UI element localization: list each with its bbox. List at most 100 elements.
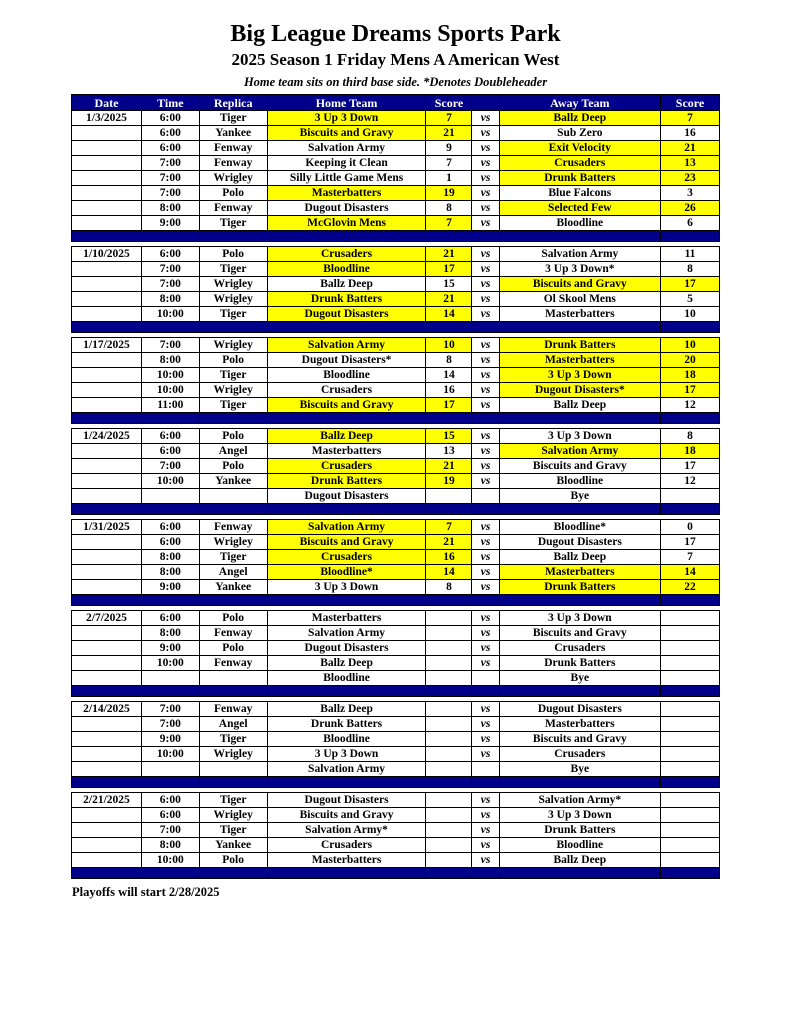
date-cell [71, 473, 142, 489]
time-cell [140, 488, 200, 504]
vs-cell: vs [471, 458, 500, 474]
away-score-cell: 10 [660, 337, 720, 353]
game-row: 8:00 Yankee Crusaders vs Bloodline [71, 837, 720, 853]
time-cell: 7:00 [140, 276, 200, 292]
header-cell [471, 94, 500, 111]
vs-cell [471, 761, 500, 777]
home-team-cell: Dugout Disasters* [266, 352, 427, 368]
time-cell: 6:00 [140, 140, 200, 156]
away-score-cell: 7 [660, 549, 720, 565]
home-team-cell: Crusaders [266, 458, 427, 474]
away-score-cell: 6 [660, 215, 720, 231]
vs-cell: vs [471, 716, 500, 732]
date-cell [71, 215, 142, 231]
week-separator [71, 412, 720, 424]
home-team-cell: Masterbatters [266, 443, 427, 459]
week-separator [71, 230, 720, 242]
away-team-cell: Drunk Batters [498, 337, 662, 353]
date-cell [71, 716, 142, 732]
home-score-cell: 1 [425, 170, 473, 186]
replica-cell: Fenway [198, 655, 268, 671]
home-team-cell: Masterbatters [266, 852, 427, 868]
separator-cell [71, 321, 142, 333]
away-score-cell: 17 [660, 382, 720, 398]
home-score-cell: 21 [425, 125, 473, 141]
home-score-cell: 21 [425, 458, 473, 474]
game-row: Salvation Army Bye [71, 761, 720, 777]
date-cell [71, 367, 142, 383]
home-team-cell: Salvation Army [266, 140, 427, 156]
separator-cell [140, 594, 200, 606]
away-score-cell: 12 [660, 397, 720, 413]
separator-cell [71, 867, 142, 879]
replica-cell: Yankee [198, 837, 268, 853]
time-cell: 8:00 [140, 837, 200, 853]
vs-cell: vs [471, 731, 500, 747]
separator-cell [471, 230, 500, 242]
replica-cell: Wrigley [198, 382, 268, 398]
away-score-cell: 12 [660, 473, 720, 489]
vs-cell: vs [471, 792, 500, 808]
away-score-cell [660, 625, 720, 641]
away-score-cell [660, 670, 720, 686]
home-team-cell: Crusaders [266, 246, 427, 262]
game-row: 1/17/2025 7:00 Wrigley Salvation Army 10 vs Dr… [71, 337, 720, 353]
home-score-cell [425, 807, 473, 823]
away-team-cell: Ballz Deep [498, 852, 662, 868]
game-row: 8:00 Wrigley Drunk Batters 21 vs Ol Skool Men… [71, 291, 720, 307]
time-cell: 6:00 [140, 110, 200, 126]
replica-cell: Fenway [198, 701, 268, 717]
separator-cell [498, 867, 662, 879]
game-row: 2/7/2025 6:00 Polo Masterbatters vs 3 Up 3 Do… [71, 610, 720, 626]
date-cell: 2/7/2025 [71, 610, 142, 626]
game-row: 11:00 Tiger Biscuits and Gravy 17 vs Ballz De… [71, 397, 720, 413]
away-team-cell: Bye [498, 670, 662, 686]
home-team-cell: Salvation Army [266, 337, 427, 353]
home-team-cell: Drunk Batters [266, 473, 427, 489]
home-team-cell: Dugout Disasters [266, 792, 427, 808]
time-cell: 6:00 [140, 443, 200, 459]
replica-cell: Tiger [198, 549, 268, 565]
home-score-cell [425, 488, 473, 504]
home-team-cell: Bloodline [266, 731, 427, 747]
replica-cell: Fenway [198, 200, 268, 216]
separator-cell [498, 503, 662, 515]
time-cell: 6:00 [140, 246, 200, 262]
away-team-cell: 3 Up 3 Down [498, 610, 662, 626]
away-score-cell [660, 716, 720, 732]
game-row: 8:00 Fenway Dugout Disasters 8 vs Selected Fe… [71, 200, 720, 216]
date-cell [71, 731, 142, 747]
date-cell [71, 276, 142, 292]
away-score-cell: 18 [660, 367, 720, 383]
date-cell [71, 200, 142, 216]
vs-cell: vs [471, 246, 500, 262]
home-team-cell: Ballz Deep [266, 655, 427, 671]
header-cell: Time [140, 94, 200, 111]
date-cell: 1/17/2025 [71, 337, 142, 353]
away-team-cell: Bloodline [498, 215, 662, 231]
date-cell [71, 822, 142, 838]
header-cell: Home Team [266, 94, 427, 111]
away-team-cell: Drunk Batters [498, 170, 662, 186]
away-team-cell: Dugout Disasters [498, 534, 662, 550]
schedule-tables: Date Time Replica Home Team Score Away Team Sc… [71, 94, 720, 879]
date-cell: 1/31/2025 [71, 519, 142, 535]
game-row: 8:00 Angel Bloodline* 14 vs Masterbatters 14 [71, 564, 720, 580]
date-cell [71, 534, 142, 550]
week-separator [71, 685, 720, 697]
away-team-cell: Bloodline [498, 473, 662, 489]
time-cell: 10:00 [140, 306, 200, 322]
time-cell: 6:00 [140, 534, 200, 550]
separator-cell [140, 685, 200, 697]
separator-cell [425, 594, 473, 606]
away-score-cell: 0 [660, 519, 720, 535]
date-cell [71, 397, 142, 413]
home-team-cell: Ballz Deep [266, 701, 427, 717]
away-team-cell: Biscuits and Gravy [498, 276, 662, 292]
away-score-cell [660, 610, 720, 626]
time-cell: 11:00 [140, 397, 200, 413]
week-table: Date Time Replica Home Team Score Away Team Sc… [71, 94, 720, 242]
week-separator [71, 594, 720, 606]
home-score-cell [425, 640, 473, 656]
date-cell [71, 564, 142, 580]
